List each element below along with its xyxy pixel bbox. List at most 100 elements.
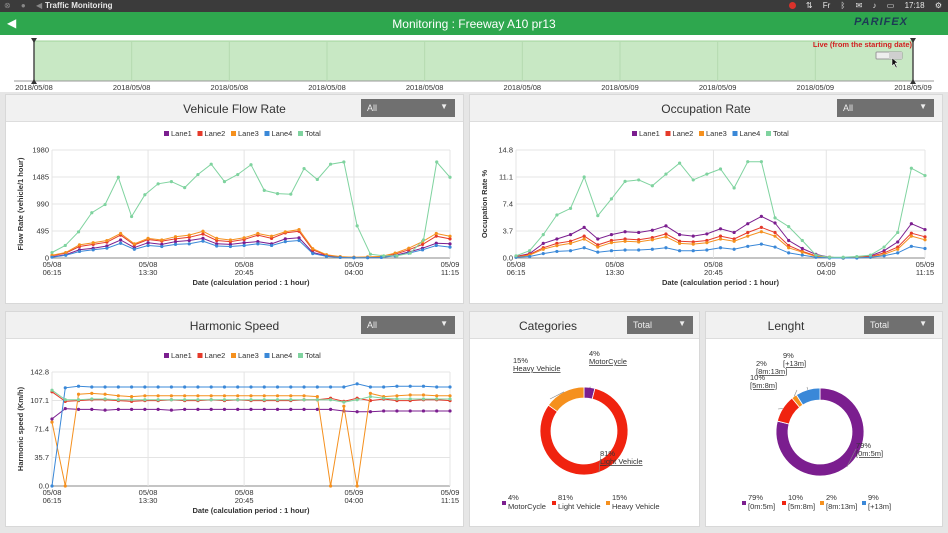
data-point [215, 236, 219, 240]
data-point [64, 250, 68, 255]
data-point [262, 188, 266, 192]
data-point [173, 235, 178, 239]
data-point [678, 239, 682, 243]
data-point [368, 252, 372, 256]
data-point [103, 408, 107, 412]
callout-percent: 2% [756, 359, 767, 368]
timeline-date-label: 2018/05/09 [894, 83, 932, 92]
data-point [215, 244, 219, 248]
legend-label: Lane3 [238, 129, 259, 138]
callout-percent: 4% [589, 349, 600, 358]
network-icon[interactable]: ⇅ [805, 1, 813, 10]
data-point [909, 231, 913, 235]
volume-icon[interactable]: ♪ [872, 1, 877, 10]
data-point [146, 243, 150, 248]
callout-line [598, 453, 602, 473]
data-point [183, 186, 187, 190]
occupation-filter-select[interactable]: All ▼ [837, 99, 934, 117]
battery-icon[interactable]: ▭ [886, 1, 895, 10]
back-icon[interactable]: ◀ [7, 16, 17, 30]
data-point [408, 384, 412, 388]
data-point [664, 172, 668, 176]
data-point [329, 407, 333, 411]
data-point [650, 238, 654, 242]
length-panel: Lenght Total ▼ 79% [0m:5m] 10% [5m:8m] 2% [8m… [705, 311, 943, 527]
live-label[interactable]: Live (from the starting date) [813, 40, 913, 49]
timeline-svg[interactable]: 2018/05/0805:16:542018/05/0808:42:382018… [0, 35, 948, 92]
data-point [146, 236, 150, 240]
legend-swatch [820, 501, 824, 505]
flow-filter-value: All [367, 103, 378, 113]
system-tray: ⇅ Fr ᛒ ✉ ♪ ▭ 17:18 ⚙ [781, 1, 942, 10]
data-point [130, 407, 134, 411]
settings-icon[interactable]: ⚙ [934, 1, 942, 10]
mail-icon[interactable]: ✉ [855, 1, 863, 10]
data-point [311, 252, 315, 256]
occupation-panel-header: Occupation Rate All ▼ [470, 95, 942, 122]
flow-panel-header: Vehicule Flow Rate All ▼ [6, 95, 463, 122]
data-point [196, 407, 200, 411]
data-point [732, 186, 736, 190]
data-point [302, 407, 306, 411]
speed-filter-select[interactable]: All ▼ [361, 316, 455, 334]
time-range-selector[interactable]: 2018/05/0805:16:542018/05/0808:42:382018… [0, 35, 948, 92]
data-point [395, 409, 399, 413]
legend-label: Lane2 [205, 129, 226, 138]
data-point [156, 182, 160, 186]
x-axis-title: Date (calculation period : 1 hour) [192, 278, 310, 287]
data-point [421, 384, 426, 388]
data-point [90, 397, 94, 401]
data-point [623, 248, 627, 252]
data-point [421, 397, 426, 401]
data-point [434, 234, 438, 238]
data-point [896, 240, 900, 244]
data-point [196, 394, 200, 398]
data-point [130, 214, 134, 219]
record-icon[interactable] [788, 2, 796, 9]
data-point [297, 238, 301, 243]
data-point [800, 253, 804, 257]
data-point [209, 394, 213, 398]
data-point [183, 407, 187, 411]
x-axis-title: Date (calculation period : 1 hour) [662, 278, 780, 287]
data-point [623, 179, 627, 183]
data-point [91, 248, 95, 252]
data-point [297, 236, 301, 240]
data-point [568, 233, 573, 237]
data-point [249, 407, 253, 411]
x-tick-label: 06:15 [43, 496, 62, 505]
data-point [262, 407, 266, 411]
data-point [143, 407, 147, 411]
data-point [146, 241, 150, 245]
y-tick-label: 71.4 [34, 425, 49, 434]
data-point [773, 234, 777, 238]
categories-filter-select[interactable]: Total ▼ [627, 316, 693, 334]
data-point [827, 255, 832, 259]
data-point [315, 177, 319, 182]
x-tick-label: 06:15 [43, 268, 62, 277]
data-point [395, 384, 399, 388]
data-point [678, 161, 682, 165]
keyboard-icon[interactable]: Fr [822, 1, 831, 10]
data-point [222, 394, 227, 398]
flow-filter-select[interactable]: All ▼ [361, 99, 455, 117]
bluetooth-icon[interactable]: ᛒ [840, 1, 846, 10]
data-point [169, 394, 173, 398]
callout-line [549, 391, 565, 400]
callout-line [806, 386, 809, 390]
data-point [262, 394, 266, 398]
categories-panel: Categories Total ▼ 4% MotorCycle 81% Light … [469, 311, 700, 527]
callout-percent: 15% [513, 356, 528, 365]
data-point [236, 398, 240, 402]
data-point [691, 178, 695, 182]
window-controls[interactable]: ⊗ ● ◀ [4, 1, 47, 10]
length-filter-select[interactable]: Total ▼ [864, 316, 934, 334]
chevron-down-icon: ▼ [919, 102, 927, 111]
x-tick-label: 05/08 [605, 260, 624, 269]
clock[interactable]: 17:18 [904, 1, 925, 10]
legend-swatch [164, 131, 169, 136]
data-point [759, 160, 763, 164]
data-point [718, 227, 723, 231]
harmonic-speed-panel: Harmonic Speed All ▼ Lane1 Lane2 Lane3 Lane… [5, 311, 464, 527]
data-point [173, 240, 178, 244]
